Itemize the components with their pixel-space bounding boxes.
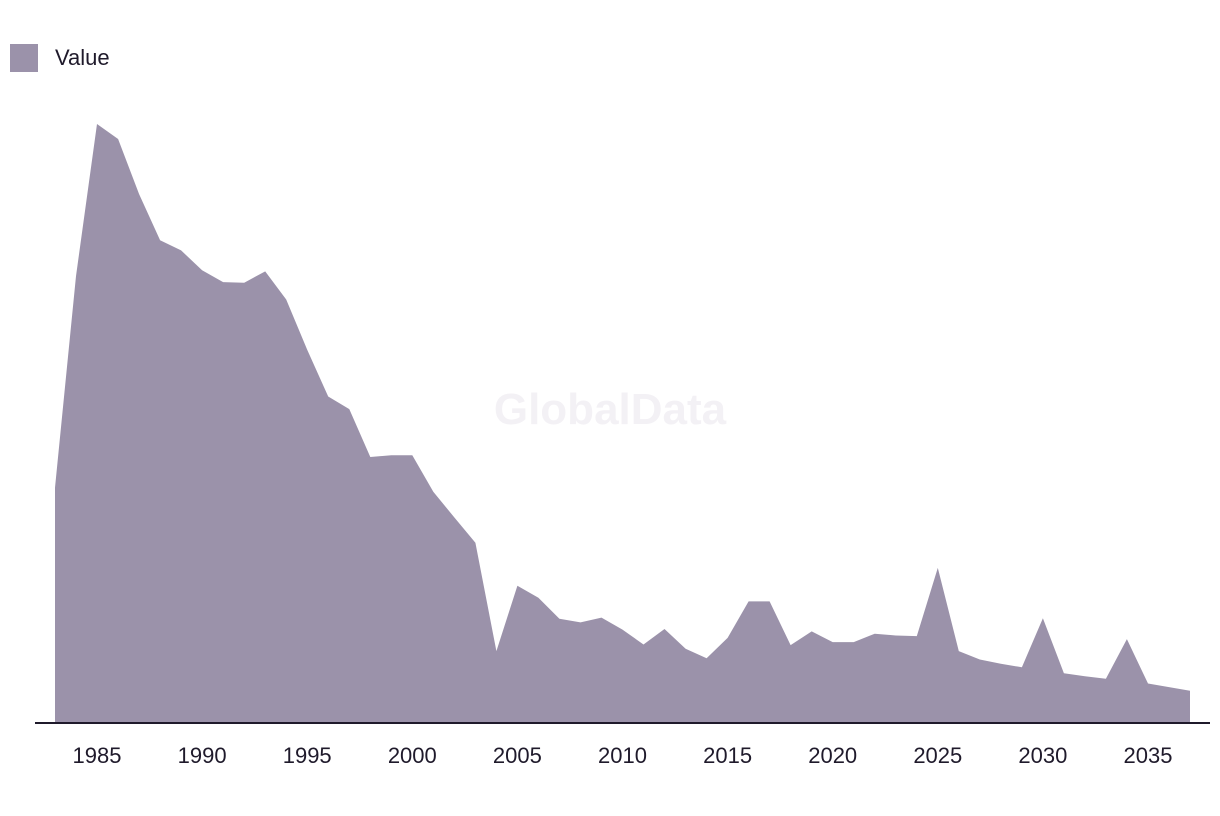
x-tick-label: 2025 <box>913 743 962 768</box>
series-area-0 <box>55 124 1190 723</box>
x-tick-label: 2020 <box>808 743 857 768</box>
x-tick-label: 2010 <box>598 743 647 768</box>
legend-swatch <box>10 44 38 72</box>
x-axis-ticks: 1985 1990 1995 2000 2005 2010 2015 2020 2025 2030… <box>73 743 1173 768</box>
legend-label: Value <box>55 45 110 70</box>
x-tick-label: 1985 <box>73 743 122 768</box>
x-tick-label: 2000 <box>388 743 437 768</box>
x-tick-label: 1995 <box>283 743 332 768</box>
x-tick-label: 2030 <box>1018 743 1067 768</box>
x-tick-label: 1990 <box>178 743 227 768</box>
x-tick-label: 2035 <box>1124 743 1173 768</box>
plot-area <box>55 124 1190 723</box>
watermark: GlobalData <box>494 385 727 434</box>
legend: Value <box>10 44 110 72</box>
x-tick-label: 2005 <box>493 743 542 768</box>
x-tick-label: 2015 <box>703 743 752 768</box>
